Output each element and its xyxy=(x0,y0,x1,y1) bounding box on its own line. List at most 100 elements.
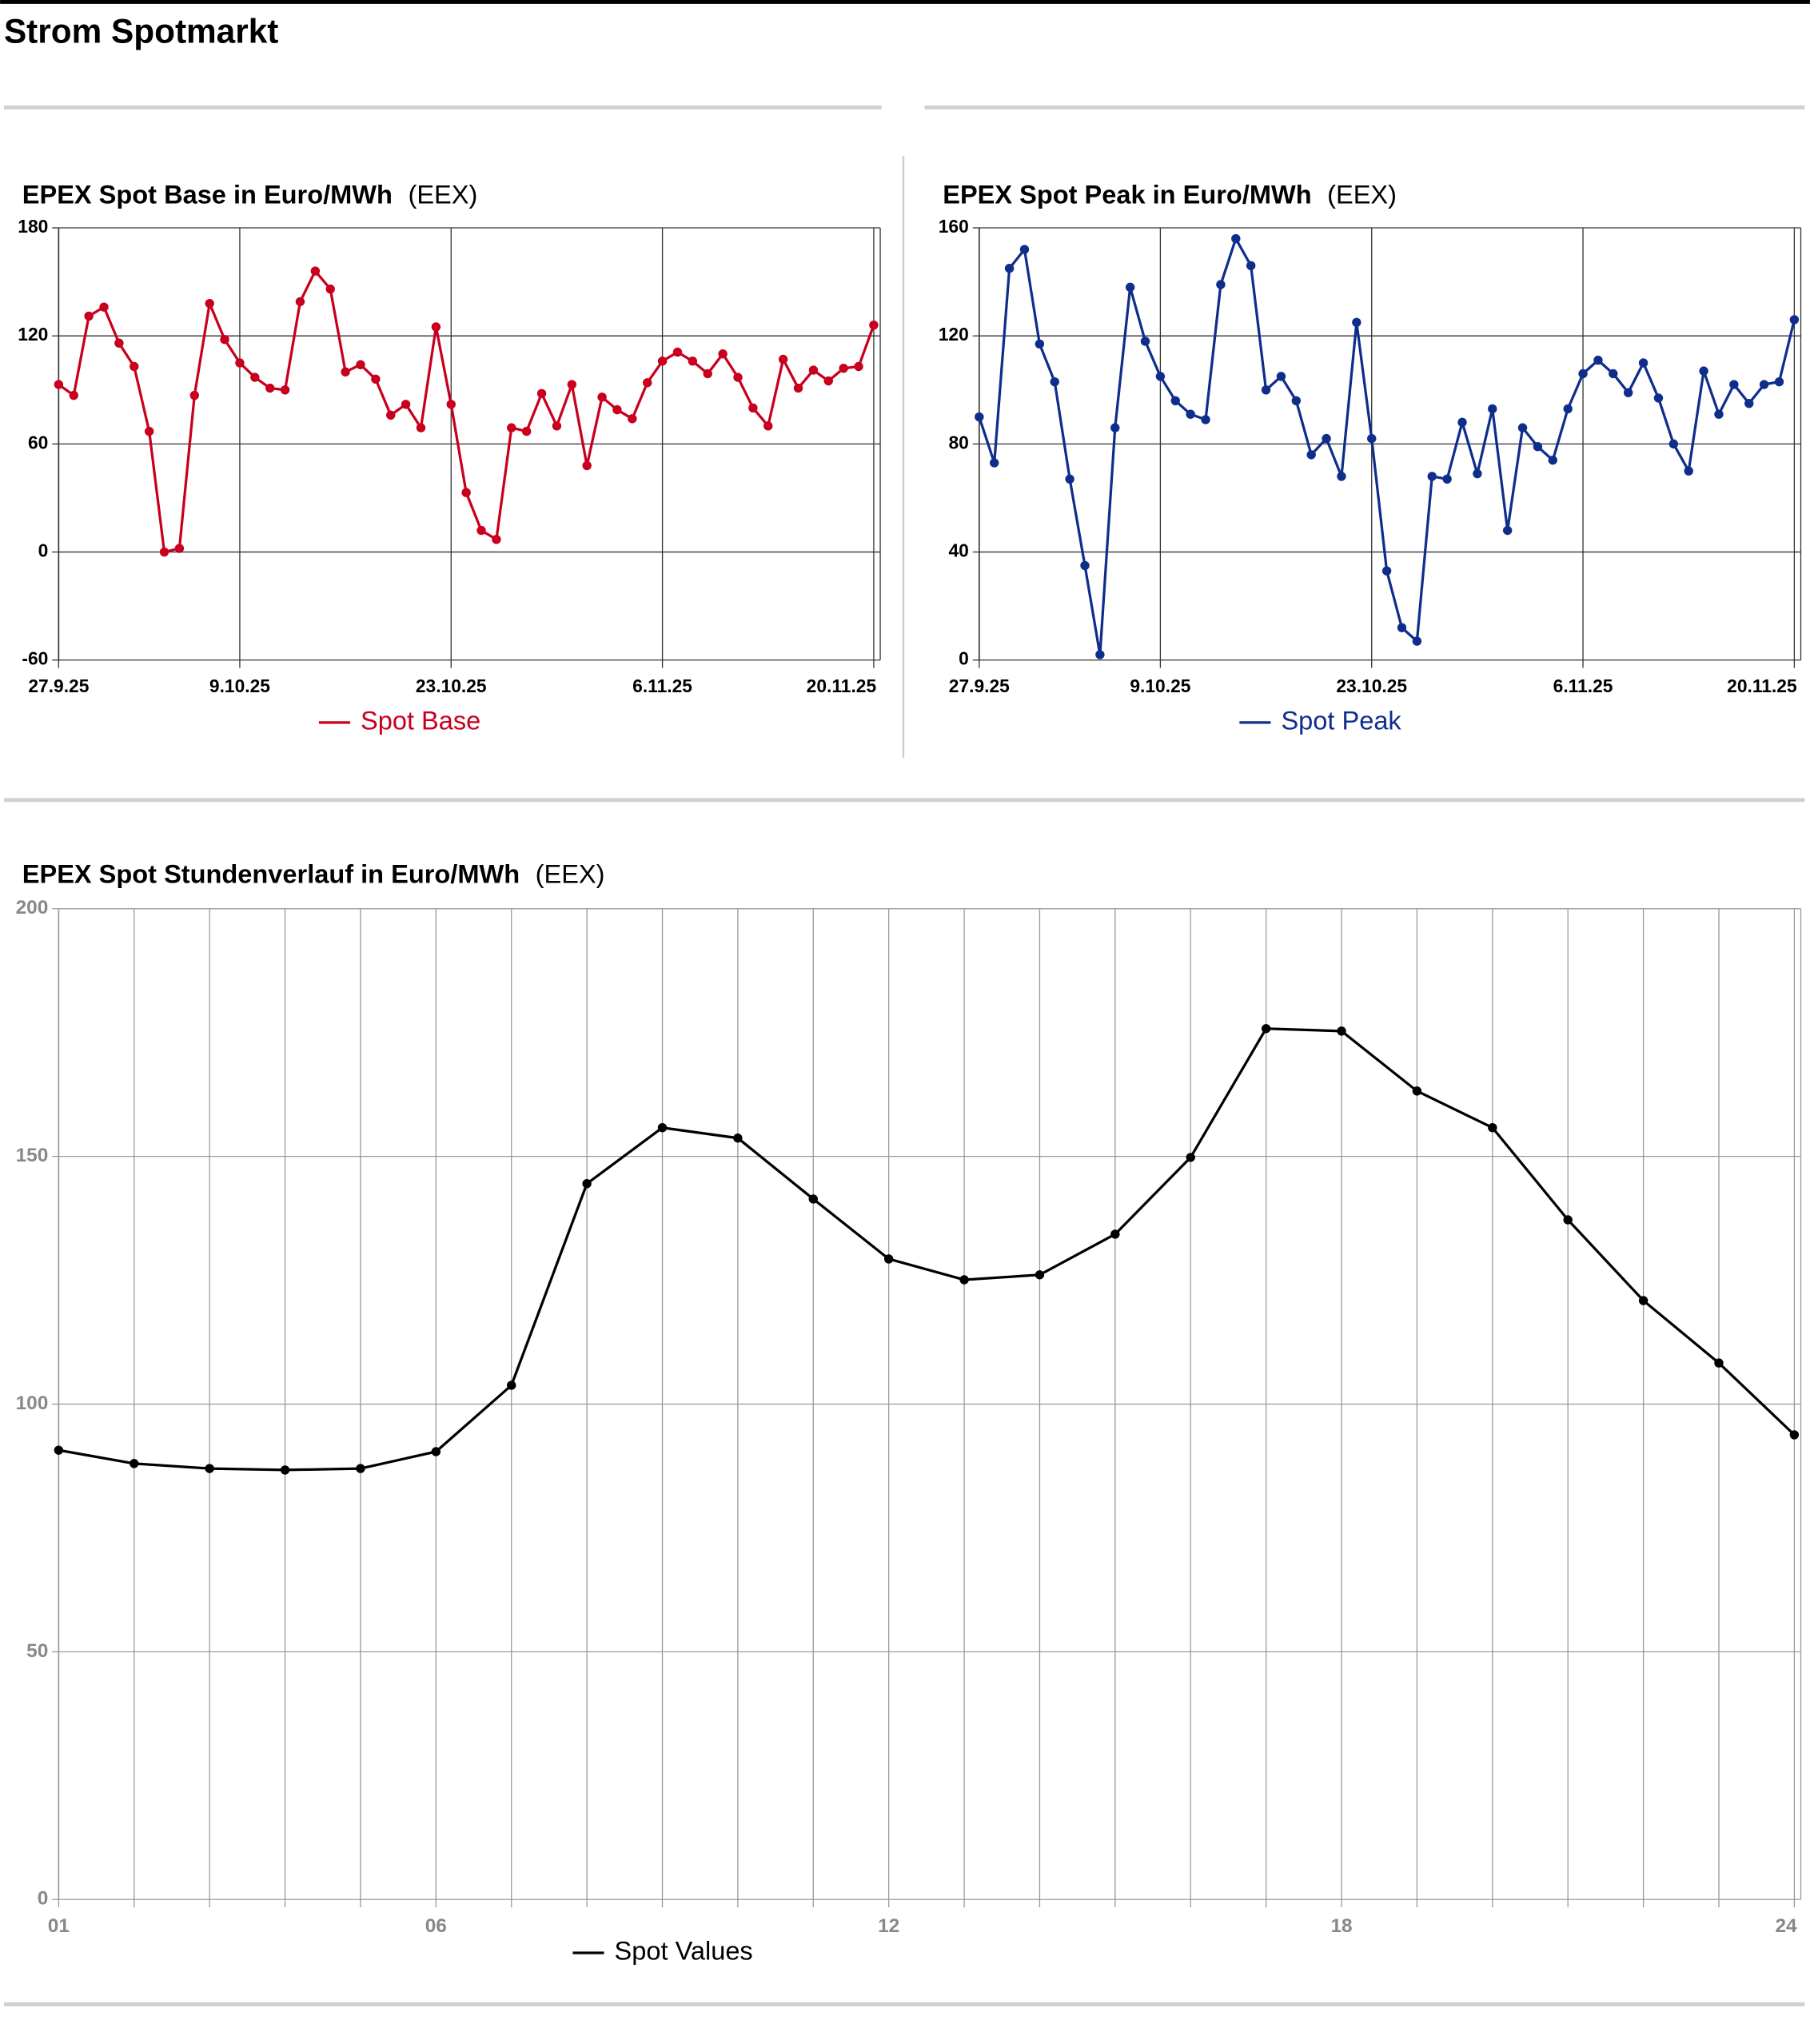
data-point xyxy=(1412,1086,1422,1096)
x-tick-label: 9.10.25 xyxy=(209,675,270,696)
data-point xyxy=(808,365,819,375)
data-point xyxy=(1110,423,1120,432)
data-point xyxy=(1337,1026,1346,1036)
y-tick-label: 60 xyxy=(28,432,48,452)
data-point xyxy=(144,426,154,436)
data-point xyxy=(114,338,124,348)
y-tick-label: 120 xyxy=(18,324,48,345)
data-point xyxy=(1367,433,1377,444)
data-point xyxy=(869,320,879,330)
data-point xyxy=(507,1381,516,1390)
data-point xyxy=(1412,636,1422,646)
data-point xyxy=(883,1254,894,1264)
data-point xyxy=(220,335,229,345)
data-point xyxy=(280,1465,290,1475)
x-tick-label: 6.11.25 xyxy=(632,675,692,696)
y-tick-label: 0 xyxy=(38,540,49,561)
data-point xyxy=(1578,369,1588,379)
data-point xyxy=(778,354,788,365)
data-point xyxy=(159,547,169,557)
data-point xyxy=(431,1447,441,1456)
data-point xyxy=(733,373,743,382)
data-point xyxy=(401,400,411,409)
data-point xyxy=(386,410,396,420)
data-point xyxy=(1080,560,1090,571)
chart-source: (EEX) xyxy=(408,181,477,209)
x-tick-label: 24 xyxy=(1775,1915,1797,1937)
data-point xyxy=(1186,409,1195,419)
data-point xyxy=(1638,358,1649,368)
data-point xyxy=(130,361,139,372)
data-point xyxy=(1019,245,1030,254)
data-point xyxy=(1216,280,1226,289)
chart-source: (EEX) xyxy=(536,860,605,889)
data-point xyxy=(54,380,64,389)
separator xyxy=(924,105,1805,110)
data-point xyxy=(1563,1215,1573,1225)
data-point xyxy=(189,390,199,400)
data-point xyxy=(1488,1123,1497,1133)
data-point xyxy=(1095,650,1105,659)
separator xyxy=(3,2002,1805,2006)
data-point xyxy=(521,426,532,436)
data-point xyxy=(582,1179,592,1189)
data-point xyxy=(703,369,712,379)
data-point xyxy=(793,383,803,393)
data-point xyxy=(1517,423,1528,432)
data-point xyxy=(1653,393,1664,403)
y-tick-label: 0 xyxy=(959,648,969,669)
y-tick-label: -60 xyxy=(22,648,48,669)
series-line xyxy=(58,1027,1796,1472)
data-point xyxy=(1774,377,1784,387)
data-point xyxy=(1004,264,1015,273)
data-point xyxy=(567,380,577,389)
page-title: Strom Spotmarkt xyxy=(4,13,278,50)
data-point xyxy=(1789,1430,1800,1440)
data-point xyxy=(1488,404,1497,414)
x-tick-label: 06 xyxy=(425,1915,447,1937)
data-point xyxy=(1759,380,1769,389)
data-point xyxy=(643,378,652,388)
top-bar xyxy=(0,0,1810,4)
data-point xyxy=(990,458,999,468)
data-point xyxy=(1337,472,1346,481)
data-point xyxy=(1381,566,1392,576)
x-tick-label: 27.9.25 xyxy=(28,675,89,696)
x-tick-label: 9.10.25 xyxy=(1130,675,1190,696)
y-tick-label: 50 xyxy=(26,1640,48,1662)
data-point xyxy=(461,488,471,497)
data-point xyxy=(265,383,275,393)
data-point xyxy=(1609,369,1618,379)
data-point xyxy=(612,404,622,415)
data-point xyxy=(1201,415,1210,424)
data-point xyxy=(205,298,214,309)
data-point xyxy=(1261,385,1271,395)
x-tick-label: 20.11.25 xyxy=(807,675,877,696)
y-tick-label: 160 xyxy=(939,216,969,237)
data-point xyxy=(492,535,501,544)
data-point xyxy=(1035,1270,1045,1280)
x-tick-label: 20.11.25 xyxy=(1727,675,1797,696)
data-point xyxy=(839,364,848,373)
data-point xyxy=(1246,261,1256,271)
data-point xyxy=(205,1464,214,1473)
data-point xyxy=(1699,366,1708,376)
data-point xyxy=(1502,525,1513,536)
legend-label: Spot Values xyxy=(615,1937,753,1966)
data-point xyxy=(1352,317,1361,327)
y-tick-label: 0 xyxy=(38,1888,49,1910)
x-tick-label: 12 xyxy=(878,1915,899,1937)
chart-title: EPEX Spot Stundenverlauf in Euro/MWh xyxy=(22,860,520,889)
data-point xyxy=(1050,377,1059,387)
separator xyxy=(3,798,1805,803)
data-point xyxy=(310,266,321,276)
data-point xyxy=(130,1459,139,1468)
data-point xyxy=(718,349,728,359)
data-point xyxy=(1322,433,1331,444)
chart-title: EPEX Spot Peak in Euro/MWh xyxy=(943,181,1311,209)
data-point xyxy=(1473,468,1482,479)
data-point xyxy=(763,421,773,431)
data-point xyxy=(1035,339,1045,349)
data-point xyxy=(597,392,607,402)
